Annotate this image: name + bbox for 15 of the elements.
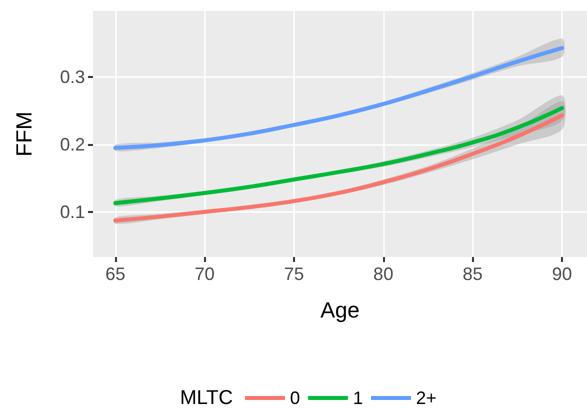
legend-label: 1 xyxy=(353,388,364,408)
y-tick-label: 0.1 xyxy=(60,202,85,222)
x-tick-label: 65 xyxy=(105,264,126,284)
legend-label: 0 xyxy=(290,388,300,408)
x-tick-label: 70 xyxy=(194,264,215,284)
x-tick-label: 85 xyxy=(462,264,483,284)
legend-label: 2+ xyxy=(416,388,437,408)
y-tick-label: 0.2 xyxy=(60,134,85,154)
y-tick-label: 0.3 xyxy=(60,67,85,88)
x-tick-label: 90 xyxy=(552,264,572,284)
y-axis-title: FFM xyxy=(12,111,36,157)
legend-title: MLTC xyxy=(180,387,233,409)
x-tick-label: 75 xyxy=(284,264,304,284)
x-tick-label: 80 xyxy=(373,264,394,284)
x-axis-title: Age xyxy=(320,298,360,322)
